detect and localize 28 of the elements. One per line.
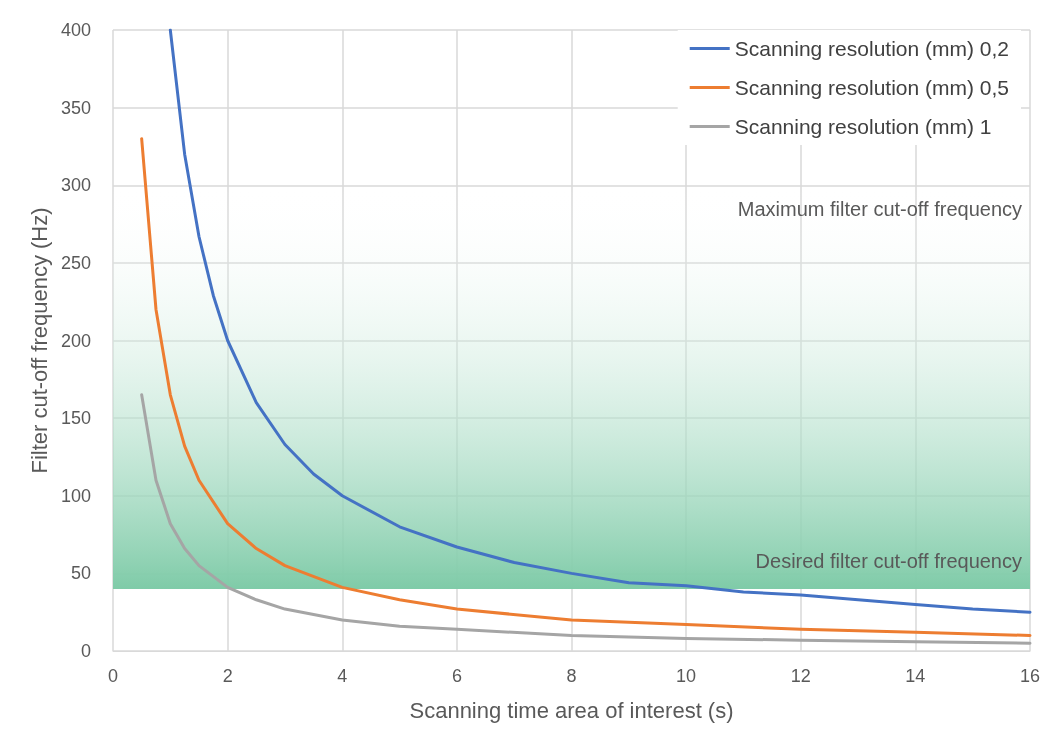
y-tick-label: 400 <box>60 20 91 40</box>
y-tick-label: 200 <box>60 330 91 351</box>
annotation: Desired filter cut-off frequency <box>755 549 1022 572</box>
y-tick-label: 350 <box>60 97 91 118</box>
x-tick-label: 14 <box>905 666 926 686</box>
x-tick-label: 10 <box>676 666 697 686</box>
line-series <box>140 137 1032 637</box>
y-tick-label: 0 <box>80 641 91 661</box>
legend-label: Scanning resolution (mm) 1 <box>734 115 992 138</box>
y-tick-label: 300 <box>60 175 91 196</box>
x-tick-label: 12 <box>790 666 811 686</box>
annotation: Maximum filter cut-off frequency <box>737 197 1022 220</box>
legend-label: Scanning resolution (mm) 0,2 <box>734 37 1009 60</box>
line-series <box>168 28 1032 614</box>
x-axis-title: Scanning time area of interest (s) <box>409 697 734 723</box>
x-tick-label: 0 <box>107 666 119 686</box>
y-tick-label: 250 <box>60 252 91 273</box>
y-tick-label: 100 <box>60 485 91 506</box>
x-tick-label: 16 <box>1019 666 1041 686</box>
y-tick-label: 150 <box>60 408 91 429</box>
y-axis-title: Filter cut-off frequency (Hz) <box>26 207 52 474</box>
x-tick-label: 4 <box>337 666 348 686</box>
line-series <box>140 393 1032 645</box>
legend-label: Scanning resolution (mm) 0,5 <box>734 76 1009 99</box>
x-tick-label: 8 <box>566 666 577 686</box>
x-tick-label: 2 <box>222 666 233 686</box>
x-tick-label: 6 <box>451 666 462 686</box>
y-tick-label: 50 <box>70 563 91 584</box>
